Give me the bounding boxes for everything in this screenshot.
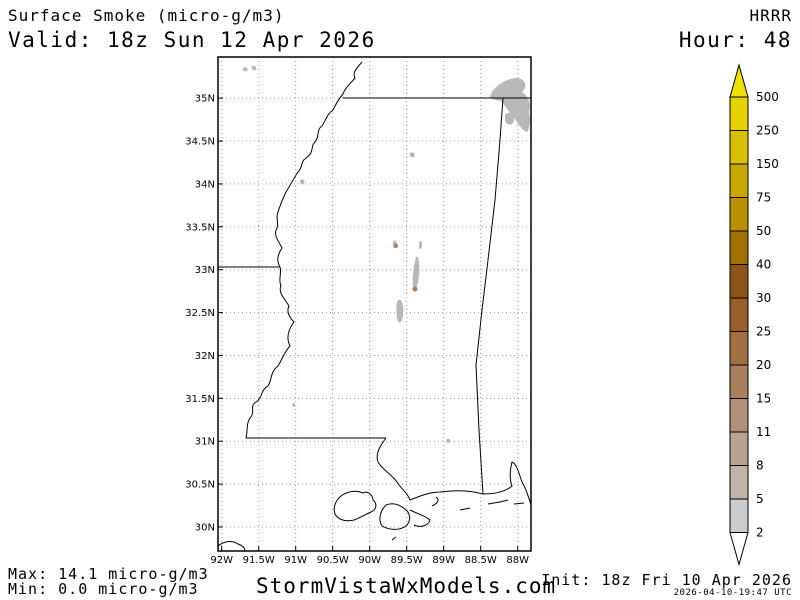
smoke-area xyxy=(292,402,296,407)
lon-tick-label: 89W xyxy=(432,555,455,566)
colorbar-segment xyxy=(729,264,749,299)
lat-tick-label: 30N xyxy=(195,522,215,533)
boundary-line xyxy=(245,61,363,439)
lon-tick-label: 91W xyxy=(284,555,307,566)
colorbar-segment xyxy=(729,163,749,198)
smoke-area xyxy=(446,438,451,443)
colorbar-segment xyxy=(729,431,749,466)
boundary-line xyxy=(459,507,471,511)
valid-time: Valid: 18z Sun 12 Apr 2026 xyxy=(8,28,376,52)
boundary-line xyxy=(487,499,509,505)
smoke-area xyxy=(412,256,420,289)
smoke-area xyxy=(505,112,514,125)
colorbar-label: 25 xyxy=(756,325,771,339)
generated-time: 2026-04-10-19:47 UTC xyxy=(674,588,792,598)
colorbar-label: 5 xyxy=(756,492,764,506)
lon-tick-label: 91.5W xyxy=(243,555,275,566)
generated-tz: UTC xyxy=(774,588,792,598)
colorbar-segment xyxy=(729,498,749,533)
boundary-line xyxy=(431,496,439,507)
field-title: Surface Smoke (micro-g/m3) xyxy=(8,6,285,25)
smoke-hotspot xyxy=(412,286,418,292)
colorbar-segment xyxy=(729,197,749,232)
boundary-line xyxy=(333,490,377,522)
init-time: Init: 18z Fri 10 Apr 2026 xyxy=(541,571,792,589)
lon-tick-label: 92W xyxy=(210,555,233,566)
lat-tick-label: 34N xyxy=(195,179,215,190)
colorbar-label: 500 xyxy=(756,90,779,104)
site-name[interactable]: StormVistaWxModels.com xyxy=(256,574,557,598)
colorbar-label: 50 xyxy=(756,224,771,238)
colorbar-bottom-arrow xyxy=(729,532,749,567)
min-value: Min: 0.0 micro-g/m3 xyxy=(8,580,199,598)
colorbar-label: 2 xyxy=(756,526,764,540)
smoke-hotspot xyxy=(394,244,398,248)
boundary-line xyxy=(376,437,532,505)
smoke-area xyxy=(418,240,423,250)
lat-tick-label: 33N xyxy=(195,265,215,276)
boundary-line xyxy=(217,541,246,552)
boundary-line xyxy=(379,503,411,530)
colorbar-segment xyxy=(729,398,749,433)
boundary-line xyxy=(391,536,397,541)
smoke-plumes xyxy=(242,65,531,443)
map-tick-labels: 35N 34.5N 34N 33.5N 33N 32.5N 32N 31.5N 31N 30.5N… xyxy=(185,94,529,566)
smoke-area xyxy=(396,299,404,323)
colorbar-segment xyxy=(729,130,749,165)
colorbar-label: 8 xyxy=(756,459,764,473)
boundary-line xyxy=(513,502,525,505)
state-boundaries xyxy=(217,61,532,552)
forecast-hour: Hour: 48 xyxy=(678,28,792,52)
generated-date: 2026-04-10-19:47 xyxy=(673,588,769,598)
model-name: HRRR xyxy=(749,6,792,25)
smoke-area xyxy=(242,67,248,72)
colorbar-label: 75 xyxy=(756,191,771,205)
smoke-area xyxy=(490,78,531,132)
smoke-area xyxy=(251,65,257,71)
max-value: Max: 14.1 micro-g/m3 xyxy=(8,565,209,583)
boundary-line xyxy=(409,509,431,527)
lon-tick-label: 89.5W xyxy=(391,555,423,566)
colorbar-segment xyxy=(729,364,749,399)
colorbar-label: 30 xyxy=(756,291,771,305)
colorbar-segment xyxy=(729,297,749,332)
colorbar-segment xyxy=(729,331,749,366)
colorbar-label: 20 xyxy=(756,358,771,372)
boundary-line xyxy=(475,97,504,495)
lat-tick-label: 32N xyxy=(195,351,215,362)
colorbar-segment xyxy=(729,230,749,265)
lon-tick-label: 88W xyxy=(506,555,529,566)
lon-tick-label: 88.5W xyxy=(465,555,497,566)
colorbar-segment xyxy=(729,465,749,500)
lat-tick-label: 31.5N xyxy=(185,394,215,405)
colorbar-top-arrow xyxy=(729,63,749,98)
colorbar-segment xyxy=(729,96,749,131)
lat-tick-label: 32.5N xyxy=(185,308,215,319)
lon-tick-label: 90.5W xyxy=(317,555,349,566)
smoke-area xyxy=(409,152,415,158)
lon-tick-label: 90W xyxy=(358,555,381,566)
lat-tick-label: 30.5N xyxy=(185,480,215,491)
lat-tick-label: 35N xyxy=(195,94,215,105)
lat-tick-label: 31N xyxy=(195,437,215,448)
colorbar-label: 40 xyxy=(756,258,771,272)
smoke-area xyxy=(299,179,305,185)
lat-tick-label: 33.5N xyxy=(185,222,215,233)
lat-tick-label: 34.5N xyxy=(185,137,215,148)
colorbar-label: 11 xyxy=(756,425,771,439)
map-frame xyxy=(217,56,532,552)
colorbar-label: 15 xyxy=(756,392,771,406)
colorbar-label: 150 xyxy=(756,157,779,171)
colorbar-label: 250 xyxy=(756,124,779,138)
